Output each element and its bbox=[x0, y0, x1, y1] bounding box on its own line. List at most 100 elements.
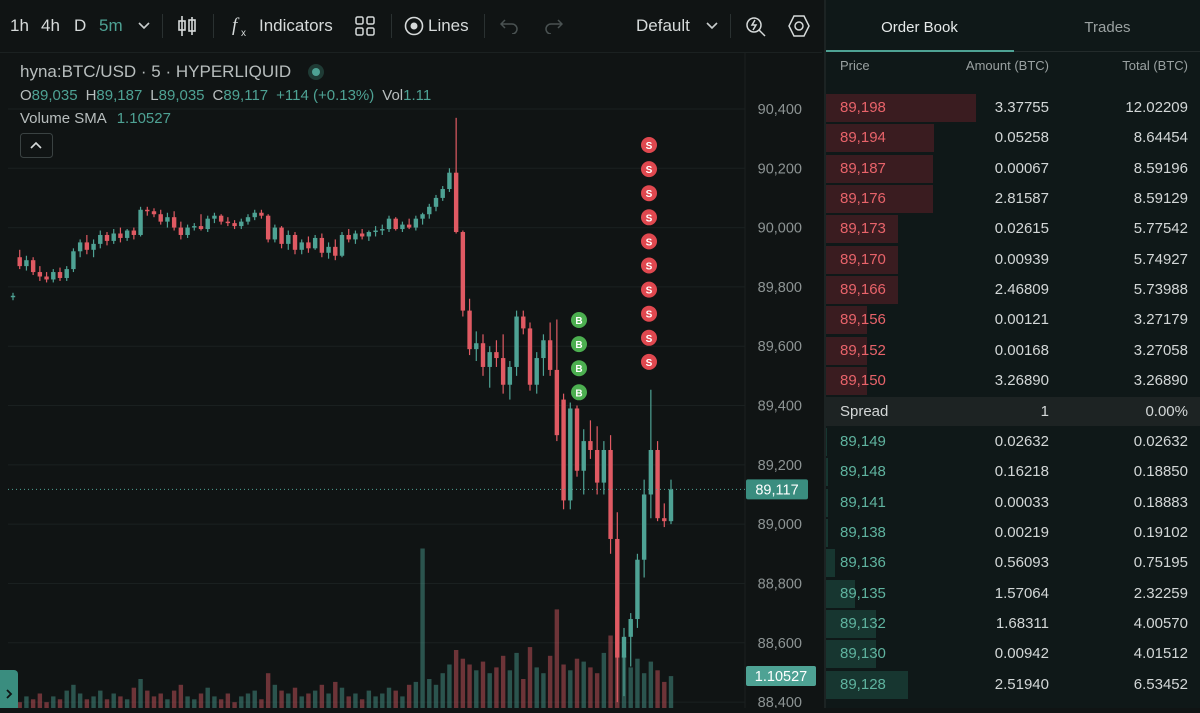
trade-marker-label: B bbox=[575, 364, 582, 375]
legend-value: 89,035 bbox=[32, 87, 78, 104]
interval-dropdown[interactable] bbox=[137, 20, 151, 32]
lines-button[interactable]: Lines bbox=[428, 0, 469, 52]
volume-bar bbox=[488, 673, 492, 708]
candle-body bbox=[38, 272, 42, 276]
templates-icon[interactable] bbox=[355, 16, 375, 36]
amount: 0.02615 bbox=[995, 214, 1049, 243]
candle-body bbox=[98, 235, 102, 244]
candle-body bbox=[273, 228, 277, 240]
candle-body bbox=[447, 173, 451, 189]
undo[interactable] bbox=[500, 18, 520, 34]
total: 4.01512 bbox=[1134, 639, 1188, 668]
volume-bar bbox=[71, 685, 75, 708]
y-tick-label: 89,000 bbox=[758, 517, 802, 533]
candle-body bbox=[635, 560, 639, 619]
settings-icon[interactable] bbox=[787, 14, 811, 38]
volume-bar bbox=[541, 673, 545, 708]
trade-marker-label: S bbox=[646, 141, 653, 152]
volume-bar bbox=[159, 694, 163, 709]
volume-bar bbox=[58, 699, 62, 708]
redo[interactable] bbox=[543, 18, 563, 34]
volume-bar bbox=[273, 685, 277, 708]
interval-d[interactable]: D bbox=[74, 0, 86, 52]
candle-body bbox=[347, 235, 351, 239]
trade-marker-label: S bbox=[646, 165, 653, 176]
y-tick-label: 88,600 bbox=[758, 636, 802, 652]
volume-bar bbox=[172, 691, 176, 708]
side-panel-toggle[interactable] bbox=[0, 670, 18, 708]
volume-bar bbox=[669, 676, 673, 708]
candle-body bbox=[595, 450, 599, 483]
volume-bar bbox=[65, 691, 69, 708]
volume-bar bbox=[427, 679, 431, 708]
alert-icon[interactable] bbox=[744, 13, 768, 39]
candle-body bbox=[360, 233, 364, 236]
candle-body bbox=[152, 211, 156, 214]
volume-bar bbox=[535, 667, 539, 708]
price: 89,132 bbox=[840, 609, 886, 638]
candle-body bbox=[105, 235, 109, 241]
total: 5.77542 bbox=[1134, 214, 1188, 243]
candle-body bbox=[18, 257, 22, 266]
candle-body bbox=[441, 189, 445, 198]
lines-icon[interactable] bbox=[404, 16, 424, 36]
candle-body bbox=[212, 216, 216, 219]
trade-marker: S bbox=[641, 137, 657, 153]
layout-dropdown[interactable] bbox=[705, 20, 719, 32]
candle-body bbox=[588, 441, 592, 450]
interval-4h[interactable]: 4h bbox=[41, 0, 60, 52]
price: 89,198 bbox=[840, 93, 886, 122]
total: 4.00570 bbox=[1134, 609, 1188, 638]
volume-bar bbox=[447, 665, 451, 709]
interval-5m[interactable]: 5m bbox=[99, 0, 123, 52]
layout-button[interactable]: Default bbox=[636, 0, 690, 52]
legend-key: O bbox=[20, 87, 32, 104]
volume-bar bbox=[635, 659, 639, 708]
candle-body bbox=[226, 222, 230, 223]
volume-bar bbox=[246, 694, 250, 709]
volume-bar bbox=[51, 696, 55, 708]
volume-bar bbox=[326, 694, 330, 709]
total: 3.27179 bbox=[1134, 305, 1188, 334]
volume-bar bbox=[454, 650, 458, 708]
indicators-button[interactable]: Indicators bbox=[259, 0, 333, 52]
candle-body bbox=[427, 207, 431, 214]
trade-marker-label: S bbox=[646, 237, 653, 248]
trade-marker: S bbox=[641, 282, 657, 298]
candle-body bbox=[602, 450, 606, 483]
total: 8.59196 bbox=[1134, 154, 1188, 183]
legend-key: H bbox=[86, 87, 97, 104]
volume-bar bbox=[206, 688, 210, 708]
candle-body bbox=[279, 228, 283, 244]
volume-bar bbox=[226, 694, 230, 709]
total: 0.18850 bbox=[1134, 457, 1188, 486]
total: 2.32259 bbox=[1134, 579, 1188, 608]
candle-body bbox=[508, 367, 512, 385]
candle-body bbox=[192, 226, 196, 227]
volume-bar bbox=[528, 647, 532, 708]
amount: 0.00219 bbox=[995, 518, 1049, 547]
depth-bar bbox=[826, 489, 828, 517]
volume-bar bbox=[467, 665, 471, 709]
price: 89,176 bbox=[840, 184, 886, 213]
collapse-legend[interactable] bbox=[20, 133, 54, 159]
amount: 2.51940 bbox=[995, 670, 1049, 699]
volume-bar bbox=[662, 682, 666, 708]
candle-body bbox=[85, 242, 89, 249]
amount: 0.05258 bbox=[995, 123, 1049, 152]
volume-bar bbox=[138, 679, 142, 708]
separator bbox=[391, 14, 392, 38]
candle-body bbox=[655, 450, 659, 518]
total: 5.74927 bbox=[1134, 245, 1188, 274]
separator bbox=[730, 14, 731, 38]
interval-1h[interactable]: 1h bbox=[10, 0, 29, 52]
candle-icon[interactable] bbox=[176, 14, 198, 38]
